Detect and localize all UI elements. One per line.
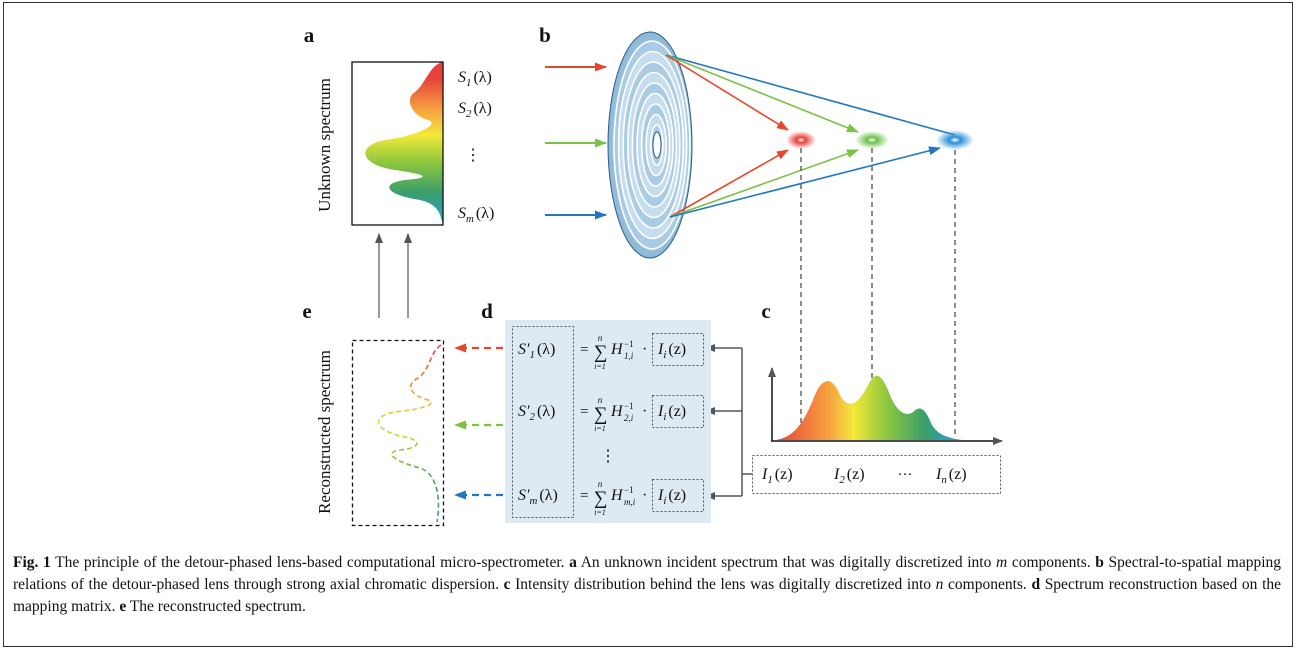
symbol-label: S1(λ): [458, 69, 492, 89]
subscript: i: [663, 411, 666, 423]
subscript: 2: [839, 474, 845, 486]
ray: [670, 150, 858, 217]
focal-spot: [855, 131, 889, 149]
sum-lower: i=1: [594, 508, 606, 517]
matrix-sup: −1: [624, 485, 634, 495]
equals: =: [580, 342, 588, 358]
argument: (z): [949, 466, 967, 483]
matrix-symbol: H: [610, 487, 624, 504]
symbol-label: I2(z): [833, 466, 865, 486]
matrix-sub: 1,i: [624, 351, 634, 361]
caption-text: components.: [943, 576, 1031, 593]
ellipsis: ⋮: [600, 448, 616, 465]
symbol: S: [458, 205, 466, 222]
matrix-sub: m,i: [624, 497, 636, 507]
axis-label: Unknown spectrum: [315, 78, 334, 212]
subscript: 1: [530, 349, 535, 361]
subscript: m: [466, 213, 474, 225]
subscript: i: [663, 495, 666, 507]
lens-center: [653, 132, 661, 158]
caption-text: b: [1095, 554, 1104, 571]
spectrum-area: [365, 62, 443, 225]
argument: (z): [668, 403, 686, 420]
panel-label: b: [539, 23, 551, 47]
subscript: n: [941, 474, 946, 486]
sum: ∑: [594, 342, 608, 363]
sum-upper: n: [598, 479, 603, 489]
dot: ·: [642, 487, 647, 504]
reconstruction-box: [353, 341, 444, 526]
subscript: 1: [767, 474, 772, 486]
subscript: m: [530, 495, 538, 507]
argument: (z): [668, 341, 686, 358]
subscript: 1: [466, 77, 471, 89]
caption-text: The reconstructed spectrum.: [126, 598, 306, 615]
figure: a Unknown spectrum ⋮ b c ··· d ⋮: [0, 0, 1296, 650]
caption-text: c: [504, 576, 511, 593]
argument: (λ): [539, 487, 557, 504]
sum: ∑: [594, 404, 608, 425]
equals: =: [580, 488, 588, 504]
matrix-symbol: H: [610, 403, 624, 420]
symbol: S′: [518, 341, 530, 358]
sum-upper: n: [598, 333, 603, 343]
ray: [666, 55, 858, 132]
panel-label: c: [761, 299, 770, 323]
symbol: S′: [518, 487, 530, 504]
matrix-sup: −1: [624, 401, 634, 411]
symbol-label: In(z): [935, 466, 967, 486]
symbol-label: Sm(λ): [458, 205, 494, 225]
focal-spot: [786, 131, 816, 149]
ray: [666, 55, 955, 135]
caption-text: The principle of the detour-phased lens-…: [51, 554, 569, 571]
sum-lower: i=1: [594, 424, 606, 433]
symbol: S: [458, 100, 466, 117]
lens: [608, 32, 692, 258]
equals: =: [580, 404, 588, 420]
caption-text: d: [1031, 576, 1040, 593]
reconstructed-curve: [379, 345, 441, 522]
caption-text: components.: [1007, 554, 1095, 571]
focal-spot: [936, 130, 974, 150]
panel-label: a: [304, 23, 315, 47]
caption-text: Intensity distribution behind the lens w…: [511, 576, 936, 593]
argument: (λ): [537, 403, 555, 420]
ray: [670, 148, 940, 217]
argument: (z): [847, 466, 865, 483]
connector: [706, 348, 752, 496]
sum-upper: n: [598, 395, 603, 405]
symbol-label: S2(λ): [458, 100, 492, 120]
caption-text: a: [569, 554, 577, 571]
caption-text: m: [996, 554, 1007, 571]
caption-text: Fig. 1: [13, 554, 51, 571]
symbol-label: I1(z): [761, 466, 793, 486]
symbol: S: [458, 69, 466, 86]
matrix-sup: −1: [624, 339, 634, 349]
argument: (z): [775, 466, 793, 483]
argument: (λ): [473, 100, 491, 117]
dot: ·: [642, 341, 647, 358]
sum: ∑: [594, 488, 608, 509]
argument: (λ): [473, 69, 491, 86]
matrix-sub: 2,i: [624, 413, 634, 423]
argument: (z): [668, 487, 686, 504]
ellipsis: ···: [898, 467, 913, 483]
intensity-area: [775, 376, 962, 440]
caption: Fig. 1 The principle of the detour-phase…: [13, 552, 1281, 618]
argument: (λ): [537, 341, 555, 358]
subscript: 2: [466, 108, 472, 120]
sum-lower: i=1: [594, 362, 606, 371]
axis-label: Reconstructed spectrum: [315, 350, 334, 514]
panel-label: e: [302, 299, 311, 323]
panel-label: d: [481, 299, 493, 323]
caption-text: An unknown incident spectrum that was di…: [577, 554, 996, 571]
ellipsis: ⋮: [465, 147, 481, 164]
matrix-symbol: H: [610, 341, 624, 358]
argument: (λ): [476, 205, 494, 222]
subscript: i: [663, 349, 666, 361]
subscript: 2: [530, 411, 536, 423]
symbol: S′: [518, 403, 530, 420]
dot: ·: [642, 403, 647, 420]
